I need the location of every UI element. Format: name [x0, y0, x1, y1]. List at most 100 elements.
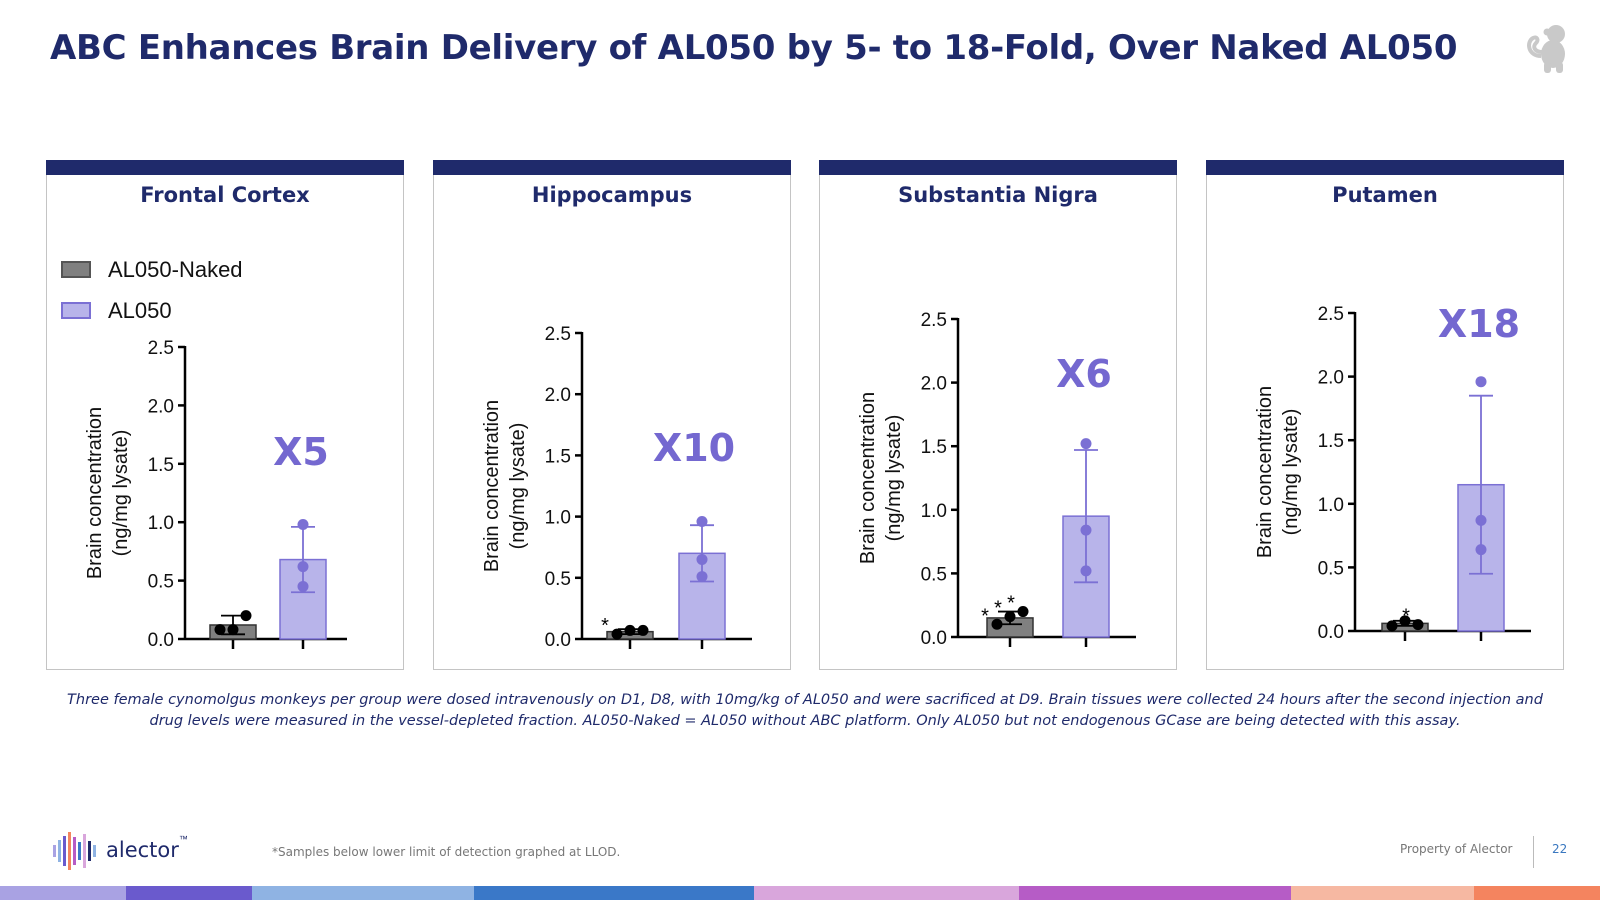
stripe-segment — [252, 886, 474, 900]
stripe-segment — [126, 886, 252, 900]
llod-marker: * — [981, 605, 989, 627]
y-axis-label-line-1: Brain concentration — [857, 392, 879, 564]
y-tick-label: 1.0 — [1318, 495, 1344, 516]
data-point — [1004, 611, 1016, 623]
bar-chart-frontal-cortex: 0.0 0.5 1.0 1.5 2.0 2.5 Brain concentration (ng… — [84, 338, 347, 651]
page-title: ABC Enhances Brain Delivery of AL050 by … — [50, 28, 1458, 68]
data-point — [1475, 544, 1487, 556]
data-point — [1080, 565, 1092, 577]
y-axis-label-line-1: Brain concentration — [481, 400, 503, 572]
stripe-segment — [754, 886, 1019, 900]
legend-label-naked: AL050-Naked — [108, 256, 243, 282]
chart-title: Putamen — [1332, 183, 1438, 207]
monkey-icon — [1527, 25, 1565, 73]
y-tick-label: 0.5 — [1318, 558, 1344, 579]
color-stripe — [0, 886, 1600, 900]
stripe-segment — [474, 886, 754, 900]
data-point — [1475, 514, 1487, 526]
logo-trademark: ™ — [178, 834, 188, 844]
y-tick-label: 1.5 — [921, 437, 947, 458]
data-point — [1386, 620, 1398, 632]
data-point — [240, 610, 252, 622]
property-label: Property of Alector — [1400, 842, 1513, 856]
footnote: Three female cynomolgus monkeys per grou… — [55, 690, 1555, 732]
data-point — [1080, 524, 1092, 536]
stripe-segment — [0, 886, 126, 900]
y-axis-label: Brain concentration (ng/mg lysate) — [84, 407, 132, 579]
legend-label-al050: AL050 — [108, 297, 172, 323]
llod-marker: * — [994, 598, 1002, 620]
y-tick-label: 0.5 — [148, 572, 174, 593]
y-axis-label-line-2: (ng/mg lysate) — [1280, 409, 1302, 536]
data-point — [696, 553, 708, 565]
y-axis-label-line-1: Brain concentration — [1254, 386, 1276, 558]
data-point — [611, 628, 623, 640]
llod-note: *Samples below lower limit of detection … — [272, 845, 621, 859]
footnote-line-1: Three female cynomolgus monkeys per grou… — [67, 692, 1543, 708]
data-point — [637, 624, 649, 636]
fold-change-label: X10 — [653, 426, 735, 470]
data-point — [696, 515, 708, 527]
logo-text: alector — [106, 838, 179, 862]
y-axis-label-line-1: Brain concentration — [84, 407, 106, 579]
llod-marker: * — [1402, 606, 1410, 628]
y-tick-label: 1.0 — [148, 513, 174, 534]
alector-bars-icon — [53, 832, 96, 870]
y-tick-label: 2.0 — [921, 374, 947, 395]
y-tick-label: 1.0 — [921, 501, 947, 522]
stripe-segment — [1474, 886, 1600, 900]
y-tick-label: 0.0 — [545, 630, 571, 651]
data-point — [696, 571, 708, 583]
chart-panel-hippocampus: Hippocampus 0.0 0.5 1.0 1.5 2.0 2.5 Brain conc… — [433, 160, 791, 670]
y-tick-label: 2.0 — [148, 396, 174, 417]
chart-panel-substantia-nigra: Substantia Nigra 0.0 0.5 1.0 1.5 2.0 2.5 Brain… — [819, 160, 1177, 670]
chart-title: Frontal Cortex — [140, 183, 310, 207]
y-tick-label: 1.5 — [545, 446, 571, 467]
y-axis-label: Brain concentration (ng/mg lysate) — [857, 392, 905, 564]
fold-change-label: X18 — [1438, 302, 1520, 346]
y-tick-label: 1.0 — [545, 508, 571, 529]
legend-item-al050: AL050 — [61, 290, 243, 331]
bar-chart-putamen: 0.0 0.5 1.0 1.5 2.0 2.5 Brain concentration (ng… — [1254, 302, 1531, 643]
legend-swatch-al050 — [61, 302, 91, 319]
y-tick-label: 2.0 — [545, 385, 571, 406]
y-tick-label: 0.0 — [921, 628, 947, 649]
data-point — [1399, 615, 1411, 627]
data-point — [297, 519, 309, 531]
alector-logo: alector ™ — [52, 828, 188, 872]
y-tick-label: 2.5 — [1318, 304, 1344, 325]
footnote-line-2: drug levels were measured in the vessel-… — [149, 713, 1461, 729]
y-tick-label: 0.5 — [545, 569, 571, 590]
data-point — [991, 618, 1003, 630]
y-tick-label: 2.5 — [545, 324, 571, 345]
y-axis-label-line-2: (ng/mg lysate) — [883, 415, 905, 542]
data-point — [1017, 606, 1029, 618]
y-tick-label: 2.5 — [148, 338, 174, 359]
data-point — [1412, 619, 1424, 631]
panel-header-bar — [1206, 160, 1564, 175]
y-tick-label: 1.5 — [1318, 431, 1344, 452]
llod-marker: * — [1007, 593, 1015, 615]
data-point — [1080, 438, 1092, 450]
y-tick-label: 2.0 — [1318, 368, 1344, 389]
bar-chart-substantia-nigra: 0.0 0.5 1.0 1.5 2.0 2.5 Brain concentration (ng… — [857, 310, 1136, 649]
panel-header-bar — [819, 160, 1177, 175]
chart-title: Substantia Nigra — [898, 183, 1098, 207]
bar-chart-hippocampus: 0.0 0.5 1.0 1.5 2.0 2.5 Brain concentration (ng… — [481, 324, 752, 651]
data-point — [297, 561, 309, 573]
footer-divider — [1533, 836, 1534, 868]
y-tick-label: 0.0 — [1318, 622, 1344, 643]
y-tick-label: 2.5 — [921, 310, 947, 331]
fold-change-label: X6 — [1056, 352, 1112, 396]
stripe-segment — [1019, 886, 1291, 900]
legend: AL050-Naked AL050 — [61, 249, 243, 331]
data-point — [624, 624, 636, 636]
y-axis-label: Brain concentration (ng/mg lysate) — [481, 400, 529, 572]
page-number: 22 — [1552, 842, 1568, 856]
legend-item-naked: AL050-Naked — [61, 249, 243, 290]
stripe-segment — [1291, 886, 1474, 900]
y-tick-label: 1.5 — [148, 455, 174, 476]
chart-title: Hippocampus — [531, 183, 693, 207]
panel-header-bar — [433, 160, 791, 175]
y-axis-label-line-2: (ng/mg lysate) — [110, 430, 132, 557]
